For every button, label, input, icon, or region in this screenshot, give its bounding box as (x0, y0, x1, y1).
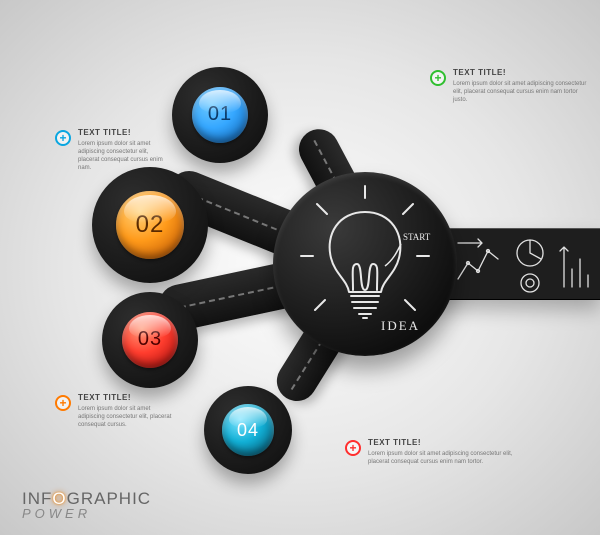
callout-1-body: Lorem ipsum dolor sit amet adipiscing co… (78, 140, 168, 172)
callout-4-heading: TEXT TITLE! (368, 438, 518, 447)
node-02-label: 02 (136, 211, 165, 239)
plus-icon-3[interactable]: + (55, 395, 71, 411)
node-02[interactable]: 02 (92, 167, 208, 283)
plus-icon-4[interactable]: + (345, 440, 361, 456)
callout-2: TEXT TITLE! Lorem ipsum dolor sit amet a… (453, 68, 588, 104)
node-01-button[interactable]: 01 (192, 87, 248, 143)
node-03-label: 03 (138, 328, 162, 351)
plus-icon-2[interactable]: + (430, 70, 446, 86)
hub-start-label: START (403, 232, 431, 242)
callout-1: TEXT TITLE! Lorem ipsum dolor sit amet a… (78, 128, 168, 172)
hub-idea-label: IDEA (381, 318, 420, 333)
callout-4-body: Lorem ipsum dolor sit amet adipiscing co… (368, 450, 518, 466)
callout-2-heading: TEXT TITLE! (453, 68, 588, 77)
node-04-label: 04 (237, 420, 259, 441)
infographic-stage: START IDEA 01 02 03 04 + TEXT TITLE! Lor… (0, 0, 600, 535)
callout-2-body: Lorem ipsum dolor sit amet adipiscing co… (453, 80, 588, 104)
node-03-button[interactable]: 03 (122, 312, 178, 368)
callout-3-heading: TEXT TITLE! (78, 393, 178, 402)
callout-4: TEXT TITLE! Lorem ipsum dolor sit amet a… (368, 438, 518, 466)
node-04-button[interactable]: 04 (222, 404, 273, 455)
node-02-button[interactable]: 02 (116, 191, 183, 258)
callout-1-heading: TEXT TITLE! (78, 128, 168, 137)
callout-3-body: Lorem ipsum dolor sit amet adipiscing co… (78, 405, 178, 429)
node-01[interactable]: 01 (172, 67, 268, 163)
lightbulb-icon: START IDEA (273, 172, 457, 356)
node-01-label: 01 (208, 103, 232, 126)
node-04[interactable]: 04 (204, 386, 292, 474)
brand-logo: INFOGRAPHIC POWER (22, 489, 151, 521)
node-03[interactable]: 03 (102, 292, 198, 388)
callout-3: TEXT TITLE! Lorem ipsum dolor sit amet a… (78, 393, 178, 429)
plus-icon-1[interactable]: + (55, 130, 71, 146)
idea-hub: START IDEA (273, 172, 457, 356)
